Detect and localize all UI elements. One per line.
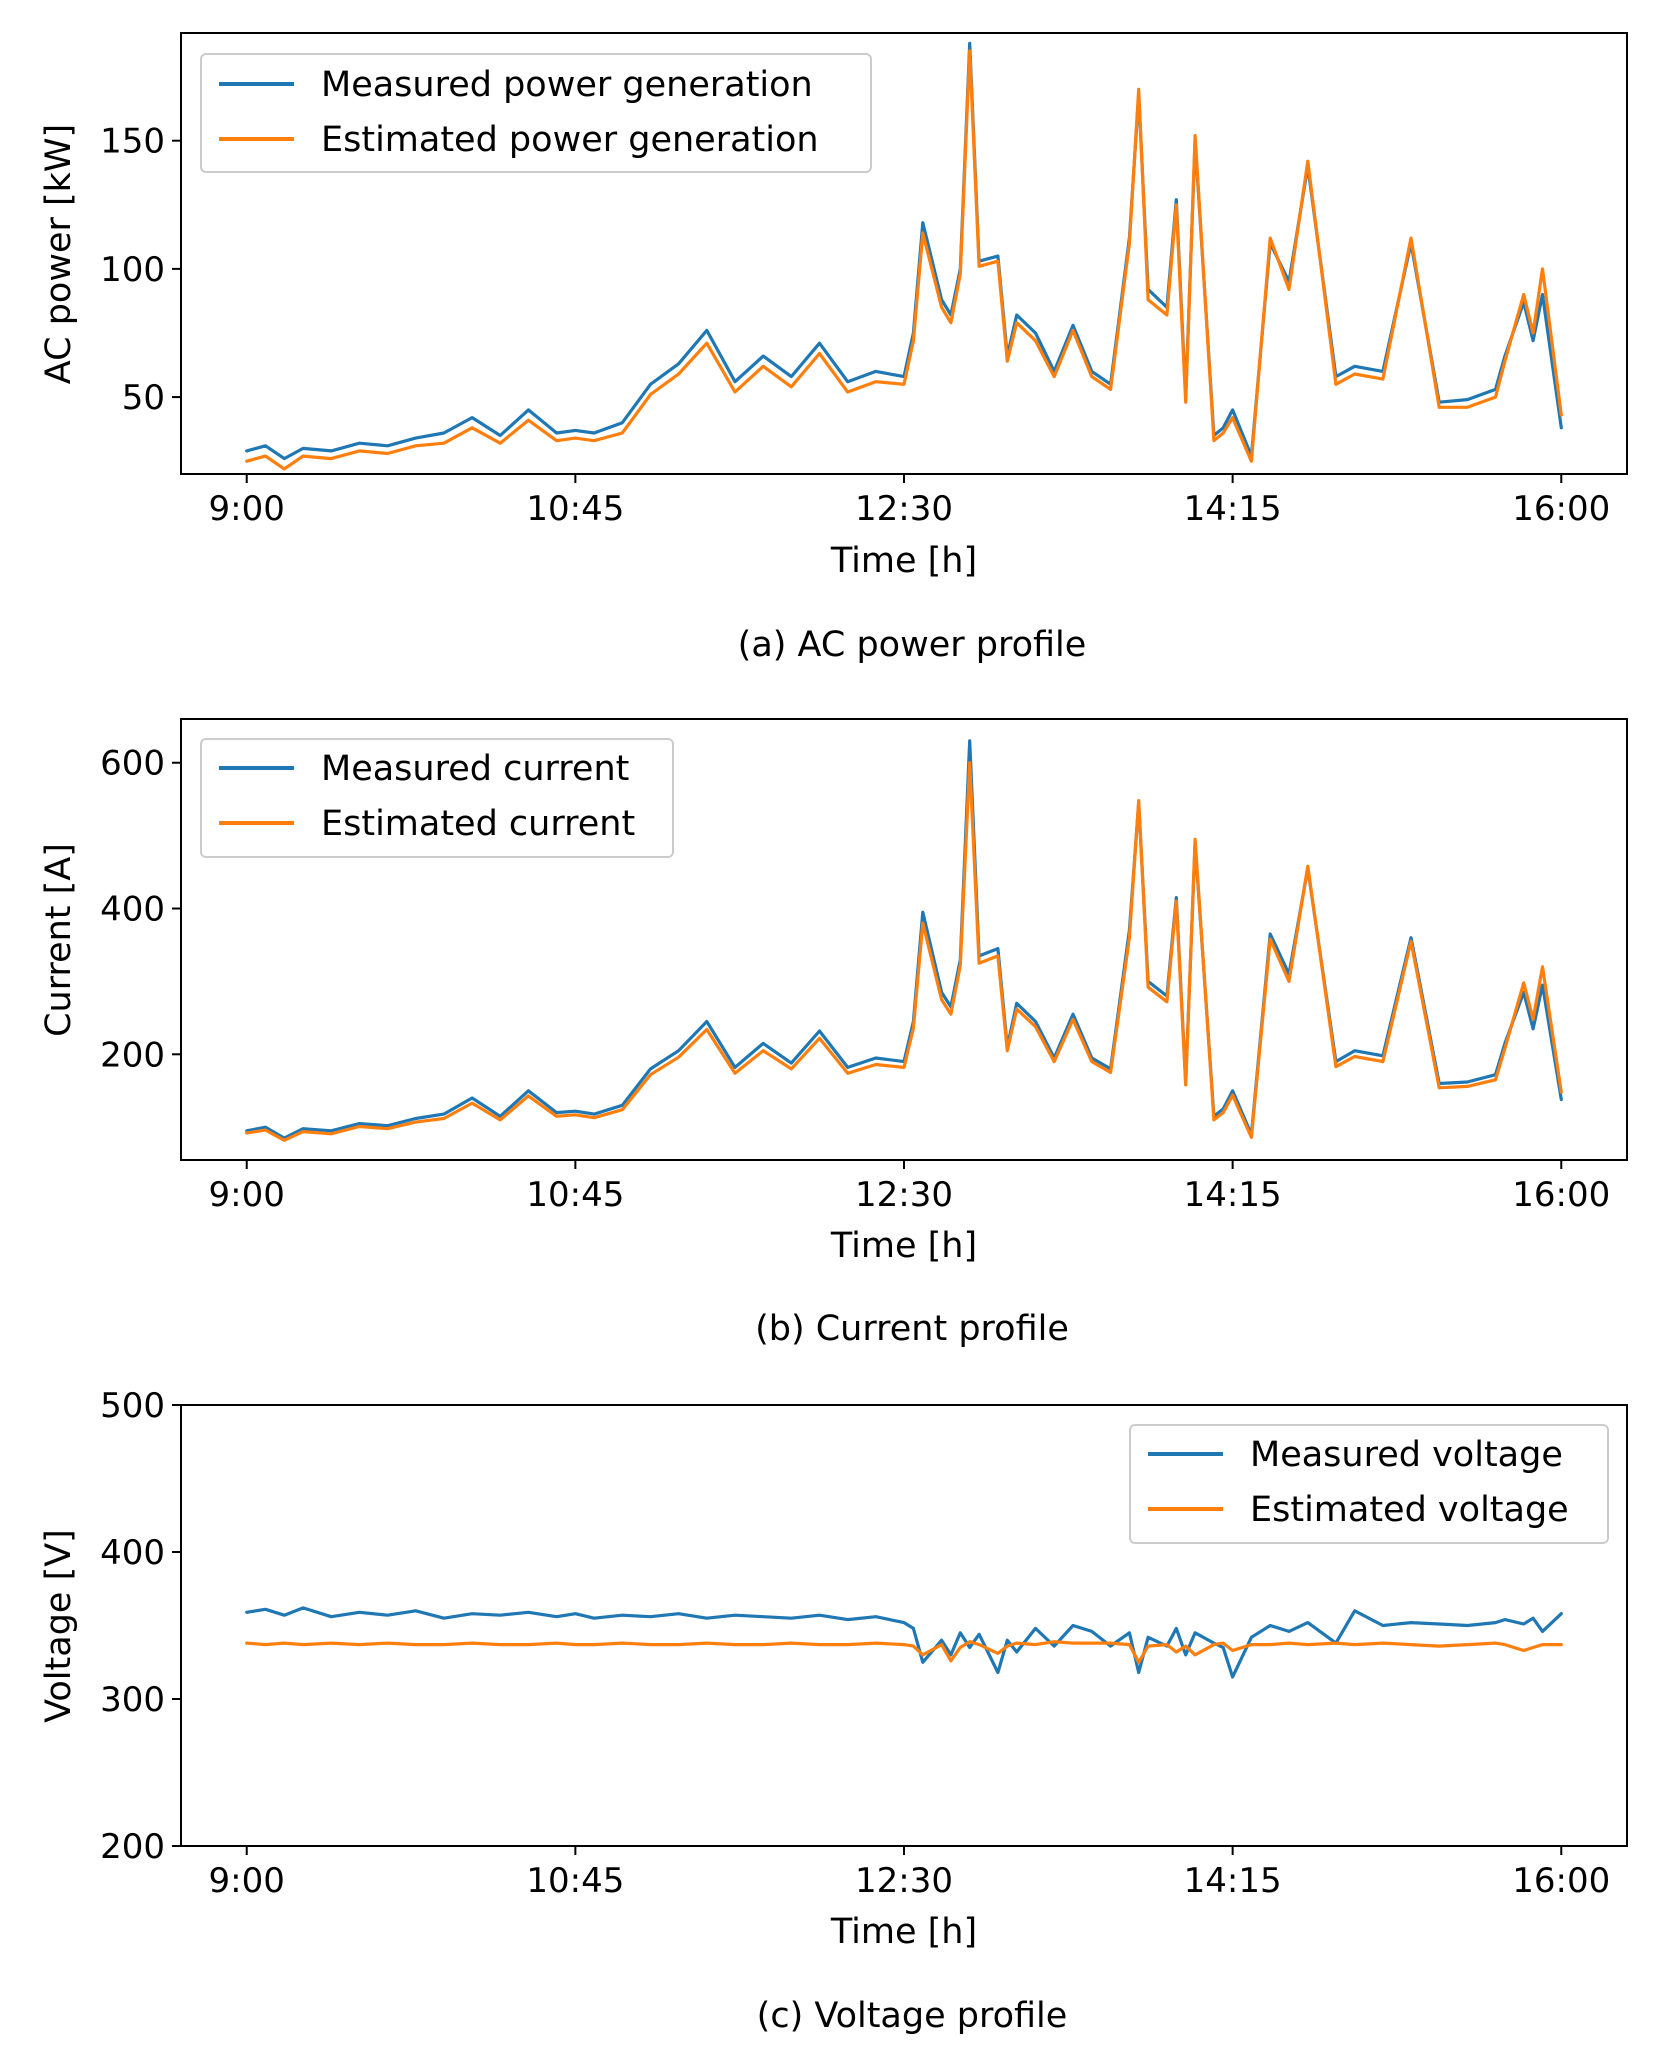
- legend-frame: [200, 53, 872, 173]
- legend-label-measured: Measured voltage: [1250, 1435, 1563, 1475]
- x-tick-label: 10:45: [526, 489, 624, 529]
- panel-current: 9:00 10:45 12:30 14:15 16:00 200 400 600 Time […: [39, 718, 1628, 1349]
- x-axis-label: Time [h]: [830, 1912, 977, 1952]
- y-tick-label: 500: [100, 1386, 165, 1426]
- legend-label-measured: Measured power generation: [321, 65, 813, 105]
- panel-voltage: 9:00 10:45 12:30 14:15 16:00 200 300 400 500 Tim…: [39, 1386, 1628, 2036]
- legend: Measured voltage Estimated voltage: [1129, 1424, 1609, 1544]
- x-tick-label: 9:00: [209, 489, 285, 529]
- y-tick-label: 150: [100, 122, 165, 162]
- legend: Measured power generation Estimated powe…: [200, 53, 872, 173]
- legend-frame: [1129, 1424, 1609, 1544]
- y-tick-label: 600: [100, 744, 165, 784]
- x-tick-label: 12:30: [855, 489, 953, 529]
- y-tick-label: 100: [100, 250, 165, 290]
- x-tick-label: 10:45: [526, 1175, 624, 1215]
- x-tick-label: 14:15: [1184, 1175, 1282, 1215]
- legend-label-estimated: Estimated current: [321, 804, 635, 844]
- y-tick-label: 200: [100, 1827, 165, 1867]
- legend-label-estimated: Estimated voltage: [1250, 1490, 1569, 1530]
- y-axis-label: Current [A]: [39, 843, 79, 1037]
- x-tick-label: 16:00: [1512, 489, 1610, 529]
- y-axis-label: Voltage [V]: [39, 1529, 79, 1723]
- panel-caption: (b) Current profile: [755, 1309, 1069, 1349]
- series-line-measured: [245, 1606, 1563, 1679]
- x-axis-label: Time [h]: [830, 1226, 977, 1266]
- series-line-estimated: [245, 1640, 1563, 1664]
- y-tick-label: 200: [100, 1035, 165, 1075]
- panel-ac-power: 9:00 10:45 12:30 14:15 16:00 50 100 150 Time [h…: [39, 32, 1628, 665]
- legend: Measured current Estimated current: [200, 738, 674, 858]
- x-tick-label: 16:00: [1512, 1175, 1610, 1215]
- panel-caption: (a) AC power profile: [738, 625, 1087, 665]
- series-line-estimated: [245, 49, 1563, 471]
- panel-caption: (c) Voltage profile: [757, 1996, 1068, 2036]
- y-axis-label: AC power [kW]: [39, 124, 79, 384]
- x-axis-label: Time [h]: [830, 541, 977, 581]
- x-tick-label: 14:15: [1184, 1861, 1282, 1901]
- x-tick-label: 12:30: [855, 1861, 953, 1901]
- x-tick-label: 12:30: [855, 1175, 953, 1215]
- x-tick-label: 14:15: [1184, 489, 1282, 529]
- legend-label-estimated: Estimated power generation: [321, 120, 819, 160]
- legend-frame: [200, 738, 674, 858]
- y-tick-label: 50: [122, 378, 165, 418]
- x-tick-label: 10:45: [526, 1861, 624, 1901]
- y-tick-label: 300: [100, 1680, 165, 1720]
- x-tick-label: 9:00: [209, 1861, 285, 1901]
- x-tick-label: 16:00: [1512, 1861, 1610, 1901]
- legend-label-measured: Measured current: [321, 749, 629, 789]
- y-tick-label: 400: [100, 1533, 165, 1573]
- y-tick-label: 400: [100, 890, 165, 930]
- x-tick-label: 9:00: [209, 1175, 285, 1215]
- series-line-estimated: [245, 761, 1563, 1142]
